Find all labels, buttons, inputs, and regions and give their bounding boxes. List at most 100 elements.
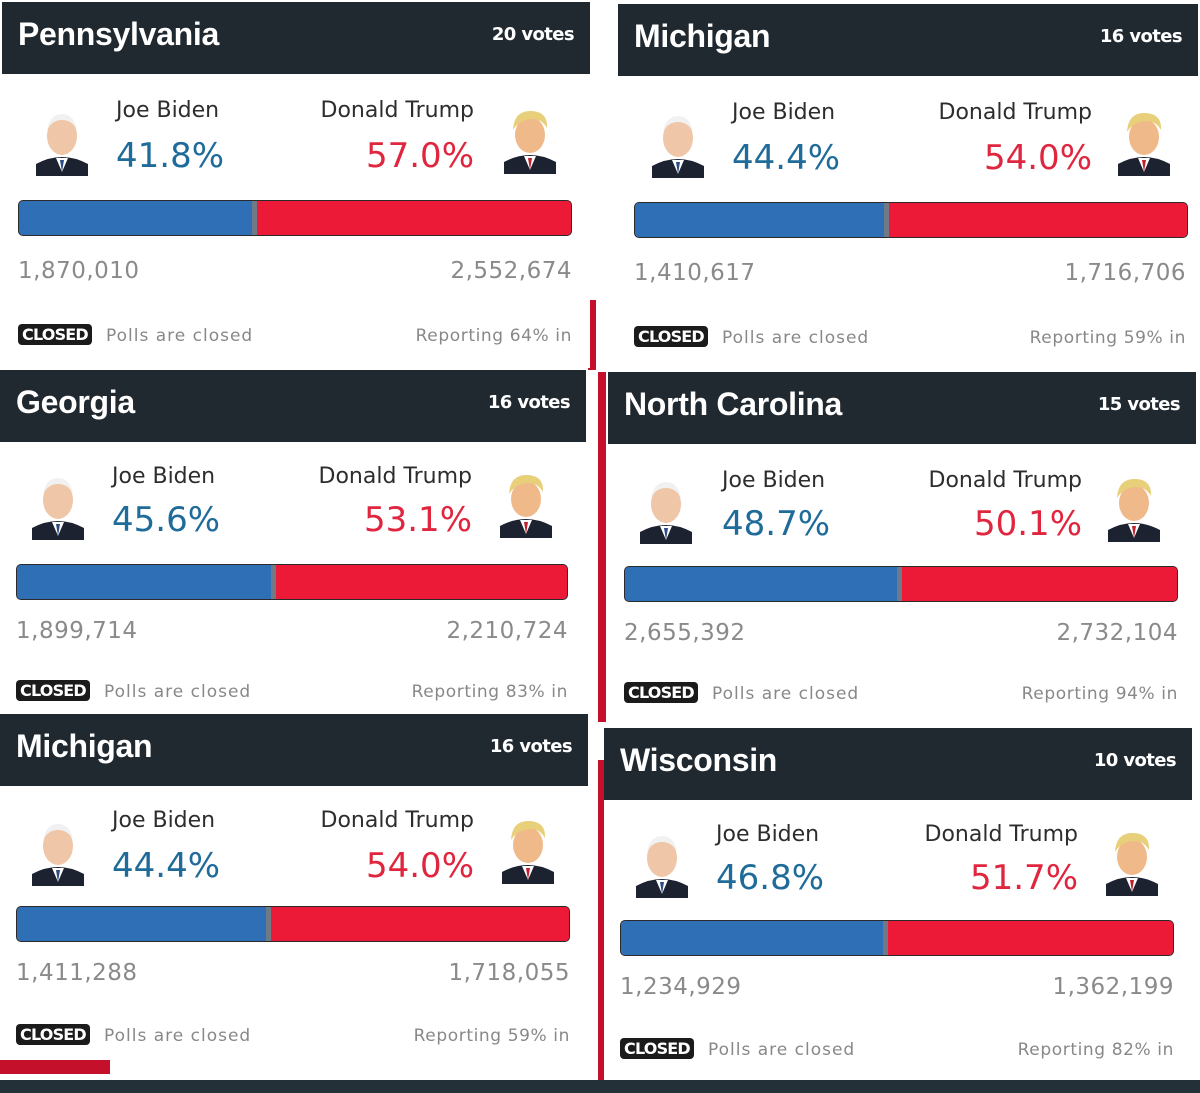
vote-share-bar (18, 200, 572, 236)
result-card-georgia[interactable]: Georgia 16 votes Joe Biden 45.6% Donald … (0, 370, 586, 710)
card-footer: CLOSED Polls are closed Reporting 94% in (624, 682, 1178, 708)
card-header: Pennsylvania 20 votes (2, 2, 590, 74)
reporting-status: Reporting 83% in (411, 682, 568, 702)
biden-share-segment (17, 565, 272, 599)
biden-avatar-icon (36, 106, 88, 176)
reporting-status: Reporting 82% in (1017, 1040, 1174, 1060)
result-card-wisconsin[interactable]: Wisconsin 10 votes Joe Biden 46.8% Donal… (604, 728, 1192, 1074)
card-footer: CLOSED Polls are closed Reporting 59% in (16, 1024, 570, 1050)
polls-status: Polls are closed (712, 684, 860, 704)
result-card-pennsylvania[interactable]: Pennsylvania 20 votes Joe Biden 41.8% Do… (2, 2, 590, 368)
state-name: North Carolina (624, 386, 843, 422)
polls-status: Polls are closed (722, 328, 870, 348)
trump-avatar-icon (502, 814, 554, 884)
trump-name: Donald Trump (320, 98, 474, 123)
card-header: Michigan 16 votes (0, 714, 588, 786)
polls-status: Polls are closed (106, 326, 254, 346)
card-footer: CLOSED Polls are closed Reporting 64% in (18, 324, 572, 350)
biden-share-segment (625, 567, 898, 601)
biden-percentage: 41.8% (116, 136, 225, 176)
biden-avatar-icon (636, 828, 688, 898)
result-card-michigan[interactable]: Michigan 16 votes Joe Biden 44.4% Donald… (618, 4, 1198, 368)
polls-status: Polls are closed (708, 1040, 856, 1060)
biden-avatar-icon (640, 474, 692, 544)
biden-percentage: 44.4% (112, 846, 221, 886)
electoral-votes: 15 votes (1097, 394, 1181, 415)
bar-divider (252, 201, 258, 235)
reporting-status: Reporting 59% in (1029, 328, 1186, 348)
reporting-status: Reporting 59% in (413, 1026, 570, 1046)
closed-badge: CLOSED (620, 1038, 694, 1059)
biden-vote-count: 1,411,288 (16, 960, 138, 986)
trump-percentage: 50.1% (973, 504, 1082, 544)
biden-name: Joe Biden (112, 464, 216, 489)
electoral-votes: 20 votes (491, 24, 575, 45)
biden-vote-count: 1,234,929 (620, 974, 742, 1000)
closed-badge: CLOSED (18, 324, 92, 345)
biden-share-segment (19, 201, 253, 235)
bar-divider (271, 565, 277, 599)
closed-badge: CLOSED (16, 680, 90, 701)
bar-divider (897, 567, 903, 601)
electoral-votes: 16 votes (487, 392, 571, 413)
electoral-votes: 10 votes (1093, 750, 1177, 771)
state-name: Michigan (16, 728, 153, 764)
card-footer: CLOSED Polls are closed Reporting 59% in (634, 326, 1186, 352)
closed-badge: CLOSED (634, 326, 708, 347)
state-name: Michigan (634, 18, 771, 54)
biden-vote-count: 1,870,010 (18, 258, 140, 284)
vote-share-bar (16, 564, 568, 600)
state-name: Wisconsin (620, 742, 778, 778)
biden-share-segment (17, 907, 266, 941)
bar-divider (883, 203, 889, 237)
biden-percentage: 44.4% (732, 138, 841, 178)
biden-name: Joe Biden (116, 98, 220, 123)
trump-avatar-icon (1108, 472, 1160, 542)
bar-divider (883, 921, 889, 955)
trump-avatar-icon (500, 468, 552, 538)
vote-share-bar (624, 566, 1178, 602)
vote-share-bar (620, 920, 1174, 956)
vote-share-bar (16, 906, 570, 942)
closed-badge: CLOSED (16, 1024, 90, 1045)
trump-share-segment (888, 921, 1173, 955)
vote-share-bar (634, 202, 1188, 238)
trump-percentage: 57.0% (365, 136, 474, 176)
result-card-michigan-2[interactable]: Michigan 16 votes Joe Biden 44.4% Donald… (0, 714, 588, 1058)
trump-share-segment (270, 907, 569, 941)
trump-name: Donald Trump (320, 808, 474, 833)
state-name: Pennsylvania (18, 16, 219, 52)
card-header: Georgia 16 votes (0, 370, 586, 442)
biden-percentage: 48.7% (722, 504, 831, 544)
trump-name: Donald Trump (924, 822, 1078, 847)
trump-vote-count: 2,210,724 (446, 618, 568, 644)
bar-divider (265, 907, 271, 941)
biden-name: Joe Biden (732, 100, 836, 125)
trump-share-segment (257, 201, 571, 235)
electoral-votes: 16 votes (1099, 26, 1183, 47)
biden-name: Joe Biden (112, 808, 216, 833)
closed-badge: CLOSED (624, 682, 698, 703)
polls-status: Polls are closed (104, 1026, 252, 1046)
biden-percentage: 45.6% (112, 500, 221, 540)
biden-name: Joe Biden (716, 822, 820, 847)
biden-share-segment (621, 921, 884, 955)
biden-vote-count: 2,655,392 (624, 620, 746, 646)
card-footer: CLOSED Polls are closed Reporting 83% in (16, 680, 568, 706)
result-card-north-carolina[interactable]: North Carolina 15 votes Joe Biden 48.7% … (608, 372, 1196, 714)
electoral-votes: 16 votes (489, 736, 573, 757)
biden-avatar-icon (32, 470, 84, 540)
biden-share-segment (635, 203, 884, 237)
biden-avatar-icon (652, 108, 704, 178)
trump-avatar-icon (504, 104, 556, 174)
biden-percentage: 46.8% (716, 858, 825, 898)
trump-share-segment (902, 567, 1177, 601)
reporting-status: Reporting 64% in (415, 326, 572, 346)
polls-status: Polls are closed (104, 682, 252, 702)
trump-name: Donald Trump (938, 100, 1092, 125)
trump-name: Donald Trump (318, 464, 472, 489)
biden-vote-count: 1,899,714 (16, 618, 138, 644)
trump-name: Donald Trump (928, 468, 1082, 493)
trump-percentage: 51.7% (969, 858, 1078, 898)
card-header: Michigan 16 votes (618, 4, 1198, 76)
